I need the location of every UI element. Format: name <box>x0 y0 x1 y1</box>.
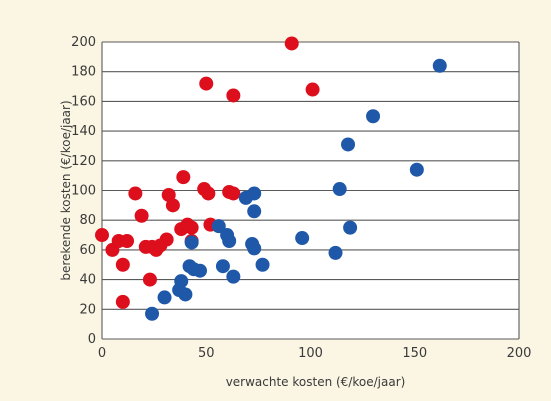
data-point <box>165 198 180 213</box>
y-tick-label: 100 <box>71 184 96 199</box>
data-point <box>184 235 199 250</box>
data-point <box>226 186 241 201</box>
x-tick-label: 200 <box>507 346 532 361</box>
y-tick-label: 160 <box>71 94 96 109</box>
x-tick-label: 150 <box>402 346 427 361</box>
data-point <box>409 162 424 177</box>
y-tick-label: 200 <box>71 35 96 50</box>
tick-labels: 0 20 40 60 80 100 120 140 160 180 200 0 50 100 150 200 <box>71 35 531 361</box>
data-point <box>174 222 189 237</box>
data-point <box>226 269 241 284</box>
gridlines <box>102 41 519 340</box>
data-point <box>201 186 216 201</box>
data-point <box>157 290 172 305</box>
data-points <box>95 36 447 321</box>
y-tick-label: 80 <box>79 213 96 228</box>
y-axis-label: berekende kosten (€/koe/jaar) <box>59 100 73 280</box>
data-point <box>153 238 168 253</box>
data-point <box>245 236 260 251</box>
data-point <box>328 245 343 260</box>
data-point <box>366 109 381 124</box>
data-point <box>192 263 207 278</box>
y-tick-label: 40 <box>79 273 96 288</box>
data-point <box>432 58 447 73</box>
data-point <box>255 257 270 272</box>
data-point <box>128 186 143 201</box>
y-tick-label: 0 <box>88 332 96 347</box>
data-point <box>247 204 262 219</box>
data-point <box>115 294 130 309</box>
data-point <box>120 233 135 248</box>
y-tick-label: 140 <box>71 124 96 139</box>
data-point <box>247 186 262 201</box>
x-tick-label: 50 <box>198 346 215 361</box>
data-point <box>343 220 358 235</box>
data-point <box>145 306 160 321</box>
x-tick-label: 0 <box>98 346 106 361</box>
data-point <box>215 259 230 274</box>
y-tick-label: 60 <box>79 243 96 258</box>
data-point <box>222 233 237 248</box>
data-point <box>95 228 109 243</box>
data-point <box>211 219 226 234</box>
y-tick-label: 20 <box>79 302 96 317</box>
data-point <box>176 170 191 185</box>
data-point <box>142 272 157 287</box>
data-point <box>134 208 149 223</box>
x-axis-label: verwachte kosten (€/koe/jaar) <box>226 375 406 389</box>
y-tick-label: 120 <box>71 154 96 169</box>
data-point <box>174 274 189 289</box>
data-point <box>178 287 193 302</box>
data-point <box>295 231 310 246</box>
y-tick-label: 180 <box>71 65 96 80</box>
data-point <box>184 220 199 235</box>
data-point <box>341 137 356 152</box>
data-point <box>226 88 241 103</box>
data-point <box>332 182 347 197</box>
data-point <box>115 257 130 272</box>
data-point <box>305 82 320 97</box>
axes <box>101 42 520 340</box>
x-tick-label: 100 <box>298 346 323 361</box>
data-point <box>199 76 214 91</box>
data-point <box>284 36 299 51</box>
